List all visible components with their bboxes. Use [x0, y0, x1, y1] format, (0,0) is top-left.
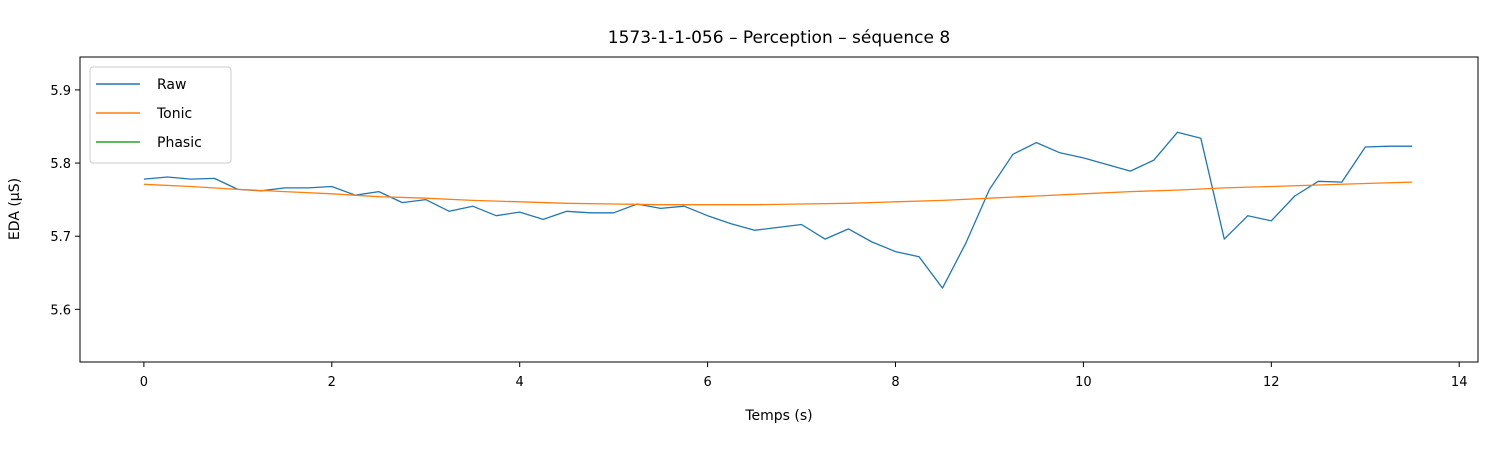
y-tick-label: 5.8 — [50, 157, 71, 172]
series-layer — [143, 131, 1413, 289]
x-axis: 0 2 4 6 8 10 12 14 — [140, 362, 1468, 390]
series-line-raw — [143, 131, 1413, 289]
y-axis: 5.6 5.7 5.8 5.9 — [50, 84, 80, 318]
x-tick-label: 2 — [328, 375, 336, 390]
x-tick-label: 8 — [891, 375, 899, 390]
x-tick-label: 10 — [1075, 375, 1092, 390]
chart-title: 1573-1-1-056 – Perception – séquence 8 — [608, 28, 950, 48]
plot-area — [79, 56, 1479, 363]
x-tick-label: 12 — [1263, 375, 1280, 390]
legend-label-phasic: Phasic — [157, 135, 202, 151]
x-tick-label: 4 — [516, 375, 524, 390]
legend-entries: Raw Tonic Phasic — [96, 77, 202, 151]
x-tick-label: 14 — [1451, 375, 1468, 390]
x-axis-label: Temps (s) — [744, 408, 812, 424]
y-tick-label: 5.7 — [50, 230, 71, 245]
series-line-tonic — [143, 181, 1413, 206]
y-tick-label: 5.6 — [50, 303, 71, 318]
x-tick-label: 0 — [140, 375, 148, 390]
legend: Raw Tonic Phasic — [89, 66, 232, 164]
x-tick-label: 6 — [703, 375, 711, 390]
legend-label-tonic: Tonic — [156, 106, 192, 122]
plot-frame — [79, 56, 1479, 363]
legend-label-raw: Raw — [157, 77, 186, 93]
y-tick-label: 5.9 — [50, 84, 71, 99]
y-axis-label: EDA (µS) — [7, 178, 23, 240]
legend-box — [89, 66, 232, 164]
